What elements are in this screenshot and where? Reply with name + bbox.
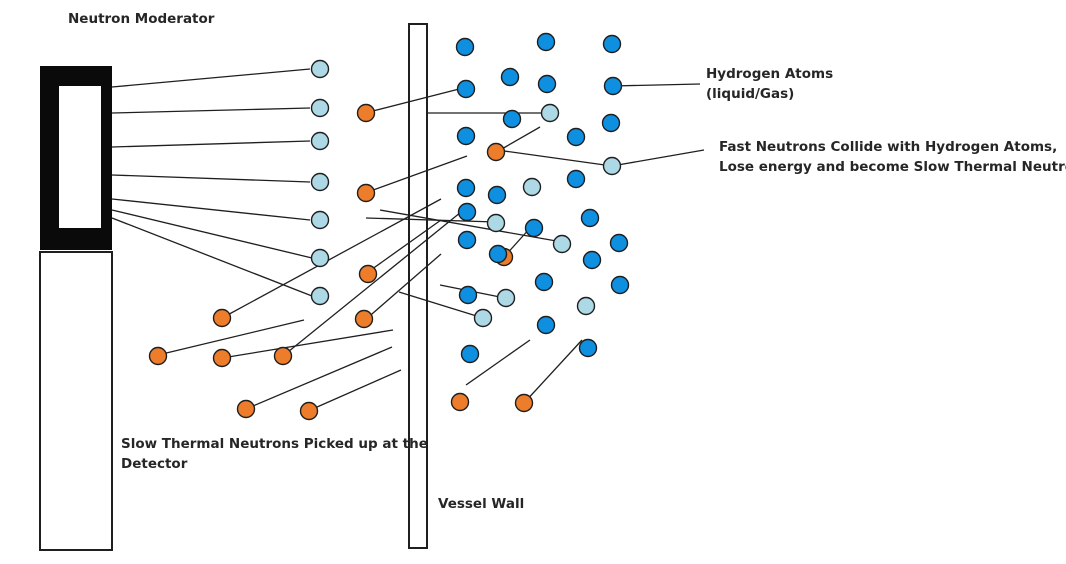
- fast-neutron: [299, 401, 319, 421]
- trajectory-line: [111, 140, 311, 148]
- trajectory-line: [111, 174, 311, 183]
- trajectory-lines: [111, 68, 705, 412]
- fast-neutron: [356, 103, 376, 123]
- slow-thermal-neutron: [310, 210, 330, 230]
- hydrogen-atom: [534, 272, 554, 292]
- hydrogen-atom: [537, 74, 557, 94]
- trajectory-line: [367, 219, 442, 273]
- trajectory-line: [364, 253, 442, 321]
- fast-neutron: [486, 142, 506, 162]
- hydrogen-atom: [457, 230, 477, 250]
- slow-thermal-neutron: [602, 156, 622, 176]
- hydrogen-atom: [524, 218, 544, 238]
- trajectory-line: [307, 369, 402, 412]
- fast-neutron: [148, 346, 168, 366]
- particles: [148, 32, 630, 421]
- vessel-wall-label: Vessel Wall: [438, 496, 525, 512]
- vessel-wall: [408, 23, 428, 549]
- hydrogen-atom: [457, 202, 477, 222]
- hydrogen-atom: [580, 208, 600, 228]
- fast-neutron: [212, 348, 232, 368]
- trajectory-line: [282, 207, 467, 357]
- slow-thermal-neutron: [522, 177, 542, 197]
- slow-thermal-neutron: [540, 103, 560, 123]
- detector-body: [39, 251, 113, 551]
- hydrogen-atom: [566, 169, 586, 189]
- hydrogen-atom: [456, 126, 476, 146]
- trajectory-line: [157, 319, 305, 356]
- fast-neutron: [212, 308, 232, 328]
- slow-thermal-neutron: [486, 213, 506, 233]
- slow-thermal-neutron: [496, 288, 516, 308]
- trajectory-line: [111, 107, 311, 114]
- hydrogen-atom: [582, 250, 602, 270]
- hydrogen-atom: [500, 67, 520, 87]
- fast-neutron: [354, 309, 374, 329]
- hydrogen-atom: [536, 315, 556, 335]
- neutron-moderator-label: Neutron Moderator: [68, 11, 215, 27]
- slow-thermal-neutrons-label-line-2: Detector: [121, 456, 188, 472]
- trajectory-line: [111, 217, 313, 297]
- fast-neutrons-label-line-2: Lose energy and become Slow Thermal Neut…: [719, 159, 1066, 175]
- trajectory-line: [523, 339, 583, 404]
- slow-thermal-neutron: [310, 248, 330, 268]
- slow-thermal-neutron: [310, 59, 330, 79]
- fast-neutrons-label: Fast Neutrons Collide with Hydrogen Atom…: [719, 137, 1066, 177]
- hydrogen-atoms-label: Hydrogen Atoms (liquid/Gas): [706, 64, 833, 104]
- hydrogen-atom: [458, 285, 478, 305]
- slow-thermal-neutron: [310, 98, 330, 118]
- hydrogen-atom: [502, 109, 522, 129]
- trajectory-line: [365, 217, 497, 223]
- hydrogen-atom: [602, 34, 622, 54]
- hydrogen-atom: [488, 244, 508, 264]
- trajectory-line: [245, 346, 393, 410]
- fast-neutron: [356, 183, 376, 203]
- slow-thermal-neutron: [310, 286, 330, 306]
- fast-neutrons-label-line-1: Fast Neutrons Collide with Hydrogen Atom…: [719, 139, 1058, 155]
- slow-thermal-neutrons-label: Slow Thermal Neutrons Picked up at the D…: [121, 434, 428, 474]
- slow-thermal-neutron: [473, 308, 493, 328]
- fast-neutron: [450, 392, 470, 412]
- hydrogen-atom: [460, 344, 480, 364]
- trajectory-line: [111, 198, 311, 221]
- trajectory-line: [465, 339, 531, 386]
- trajectory-line: [364, 155, 468, 194]
- trajectory-line: [221, 329, 394, 359]
- hydrogen-atom: [609, 233, 629, 253]
- trajectory-line: [611, 149, 705, 167]
- hydrogen-atom: [603, 76, 623, 96]
- slow-thermal-neutron: [310, 172, 330, 192]
- hydrogen-atom: [566, 127, 586, 147]
- fast-neutron: [236, 399, 256, 419]
- moderator-window: [59, 86, 101, 228]
- fast-neutron: [514, 393, 534, 413]
- trajectory-line: [611, 83, 701, 87]
- trajectory-line: [364, 86, 468, 114]
- trajectory-line: [496, 149, 613, 167]
- trajectory-line: [111, 209, 313, 259]
- fast-neutron: [273, 346, 293, 366]
- hydrogen-atom: [455, 37, 475, 57]
- slow-thermal-neutron: [552, 234, 572, 254]
- slow-thermal-neutron: [310, 131, 330, 151]
- trajectory-line: [398, 291, 484, 319]
- hydrogen-atom: [456, 79, 476, 99]
- slow-thermal-neutron: [576, 296, 596, 316]
- trajectory-line: [111, 68, 311, 88]
- fast-neutron: [358, 264, 378, 284]
- slow-thermal-neutrons-label-line-1: Slow Thermal Neutrons Picked up at the: [121, 436, 428, 452]
- hydrogen-atom: [536, 32, 556, 52]
- hydrogen-atoms-label-line-2: (liquid/Gas): [706, 86, 795, 102]
- hydrogen-atom: [601, 113, 621, 133]
- hydrogen-atom: [578, 338, 598, 358]
- trajectory-line: [499, 126, 541, 151]
- hydrogen-atom: [610, 275, 630, 295]
- structure: [39, 23, 428, 551]
- hydrogen-atoms-label-line-1: Hydrogen Atoms: [706, 66, 834, 82]
- hydrogen-atom: [456, 178, 476, 198]
- hydrogen-atom: [487, 185, 507, 205]
